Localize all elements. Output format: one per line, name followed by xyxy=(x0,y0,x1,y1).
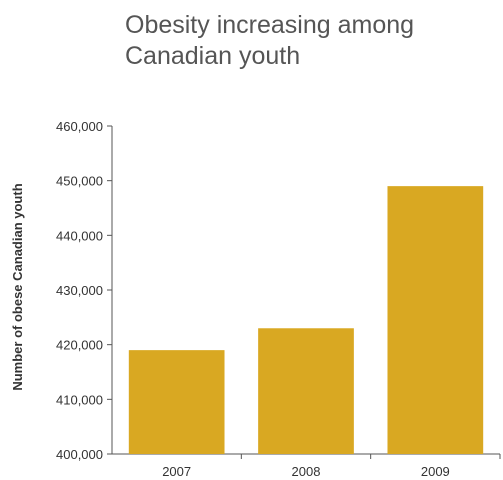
chart-title: Obesity increasing among Canadian youth xyxy=(125,11,415,70)
y-tick-label: 430,000 xyxy=(56,283,103,298)
y-axis: 400,000 410,000 420,000 430,000 440,000 450,0… xyxy=(56,119,113,462)
x-axis: 2007 2008 2009 xyxy=(112,453,501,479)
bar-2009 xyxy=(387,186,484,454)
y-axis-title: Number of obese Canadian youth xyxy=(10,183,25,390)
bar-2008 xyxy=(258,328,354,454)
y-tick-label: 400,000 xyxy=(56,447,103,462)
y-tick-label: 460,000 xyxy=(56,119,103,134)
bars xyxy=(128,186,484,454)
bar-2007 xyxy=(128,350,225,454)
y-tick-label: 420,000 xyxy=(56,338,103,353)
x-tick-label: 2008 xyxy=(292,464,321,479)
x-tick-label: 2009 xyxy=(421,464,450,479)
x-tick-label: 2007 xyxy=(162,464,191,479)
y-tick-label: 450,000 xyxy=(56,174,103,189)
y-tick-label: 440,000 xyxy=(56,228,103,243)
y-tick-label: 410,000 xyxy=(56,392,103,407)
